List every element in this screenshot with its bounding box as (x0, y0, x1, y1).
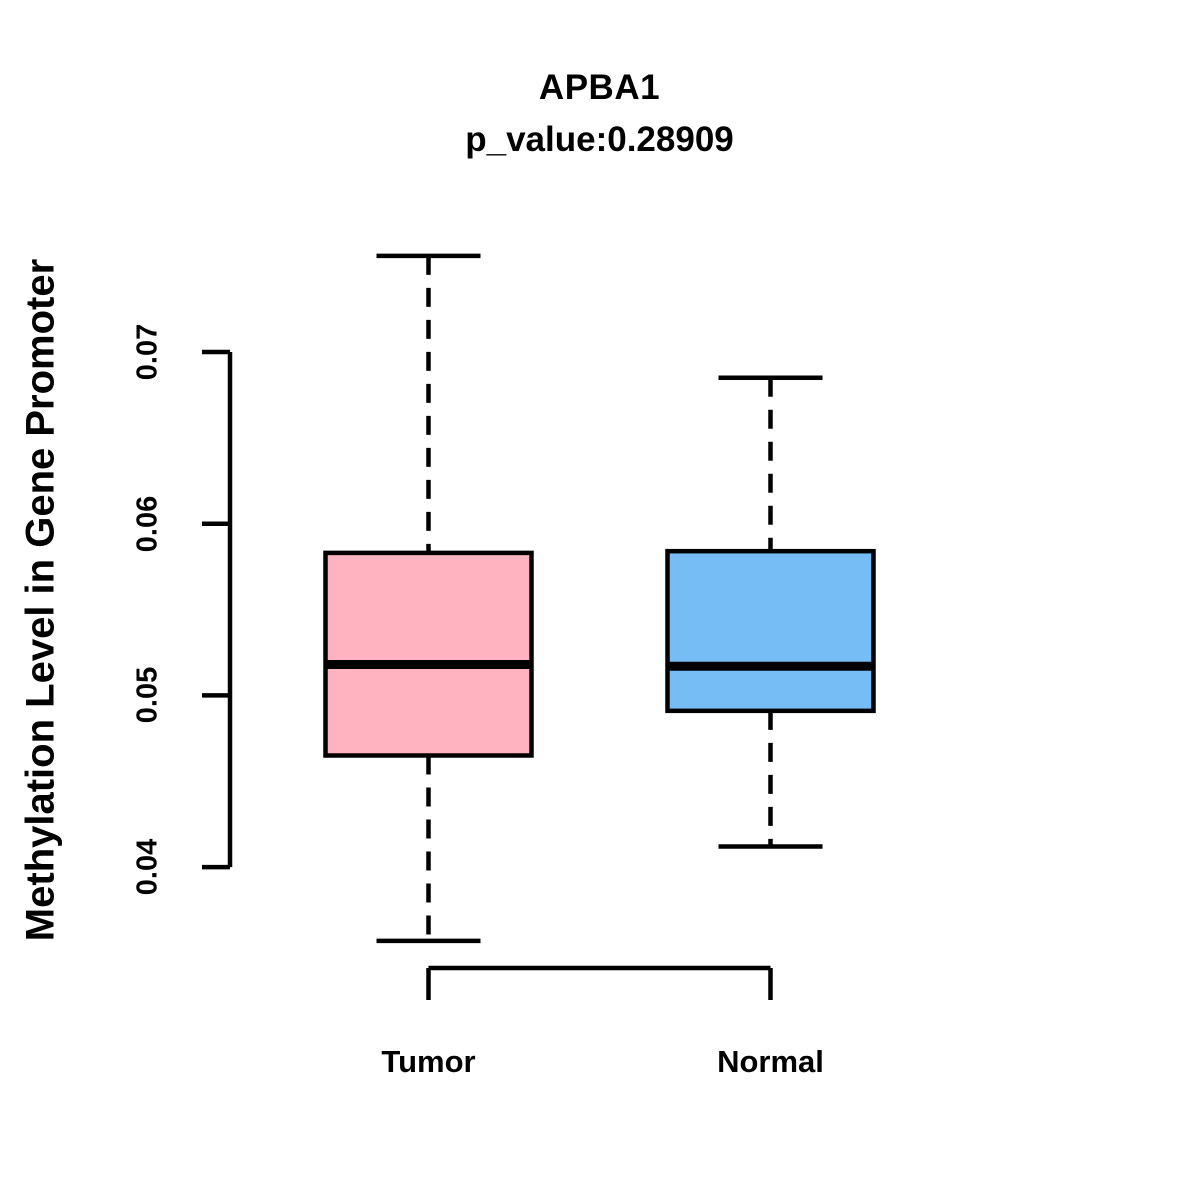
x-axis-label-tumor: Tumor (381, 1044, 476, 1079)
normal-box (665, 548, 876, 714)
y-axis-tick-label: 0.07 (131, 323, 164, 381)
tumor-box (323, 550, 534, 758)
x-axis-label-normal: Normal (717, 1044, 824, 1079)
y-axis-tick-label: 0.06 (131, 495, 164, 552)
y-axis-title: Methylation Level in Gene Promoter (18, 258, 63, 942)
y-axis-tick-label: 0.05 (131, 667, 164, 724)
y-axis-tick-label: 0.04 (131, 838, 164, 896)
